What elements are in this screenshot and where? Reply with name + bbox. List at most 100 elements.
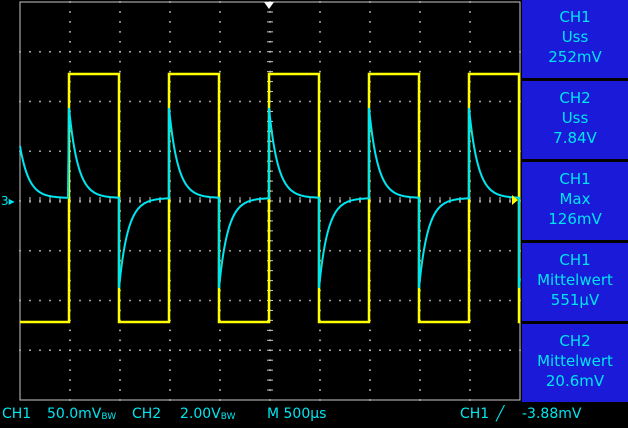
ch2-label[interactable]: CH2: [132, 406, 162, 422]
measurement-box[interactable]: CH2 Uss 7.84V: [522, 81, 628, 159]
grid-dot: [149, 150, 151, 153]
grid-dot: [109, 299, 111, 302]
grid-dot: [219, 1, 221, 3]
grid-dot: [499, 349, 501, 352]
grid-dot: [219, 349, 221, 352]
grid-dot: [109, 50, 111, 53]
trigger-slope-icon: ╱: [496, 406, 505, 422]
grid-dot: [309, 50, 311, 53]
grid-dot: [329, 249, 331, 252]
grid-dot: [169, 21, 171, 23]
ch2-bandwidth-limit-icon: BW: [220, 412, 236, 422]
trigger-source[interactable]: CH1: [460, 406, 490, 422]
grid-dot: [119, 70, 121, 73]
grid-dot: [159, 100, 161, 103]
grid-dot: [439, 50, 441, 53]
grid-dot: [459, 150, 461, 153]
grid-dot: [49, 349, 51, 352]
grid-dot: [409, 249, 411, 252]
grid-dot: [469, 50, 471, 53]
grid-dot: [419, 41, 421, 43]
measurement-type: Uss: [561, 109, 589, 127]
trigger-level[interactable]: -3.88mV: [522, 406, 582, 422]
grid-dot: [409, 50, 411, 53]
grid-dot: [469, 389, 471, 391]
grid-dot: [409, 349, 411, 352]
grid-dot: [169, 41, 171, 43]
timebase[interactable]: M 500µs: [267, 406, 327, 422]
grid-dot: [239, 299, 241, 302]
grid-dot: [219, 399, 221, 401]
grid-dot: [59, 50, 61, 53]
grid-dot: [299, 249, 301, 252]
grid-dot: [39, 349, 41, 352]
grid-dot: [399, 249, 401, 252]
grid-dot: [99, 249, 101, 252]
grid-dot: [419, 50, 421, 53]
grid-dot: [329, 349, 331, 352]
measurement-box[interactable]: CH2 Mittelwert 20.6mV: [522, 324, 628, 402]
grid-dot: [319, 11, 321, 13]
grid-dot: [139, 249, 141, 252]
grid-dot: [349, 249, 351, 252]
ground-marker: 3▸: [1, 194, 15, 208]
ch1-scale[interactable]: 50.0mVBW: [47, 403, 116, 428]
grid-dot: [209, 349, 211, 352]
grid-dot: [329, 50, 331, 53]
grid-dot: [469, 379, 471, 381]
grid-dot: [229, 100, 231, 103]
grid-dot: [419, 359, 421, 361]
grid-dot: [129, 150, 131, 153]
grid-dot: [59, 299, 61, 302]
grid-dot: [339, 150, 341, 153]
grid-dot: [369, 379, 371, 381]
grid-dot: [469, 359, 471, 361]
grid-dot: [499, 50, 501, 53]
measurement-value: 551µV: [550, 291, 600, 309]
measurement-box[interactable]: CH1 Max 126mV: [522, 162, 628, 240]
grid-dot: [319, 50, 321, 53]
measurement-box[interactable]: CH1 Mittelwert 551µV: [522, 243, 628, 321]
grid-dot: [469, 369, 471, 371]
ch1-scale-value: 50.0mV: [47, 406, 102, 422]
grid-dot: [509, 50, 511, 53]
grid-dot: [469, 329, 471, 332]
grid-dot: [119, 50, 121, 53]
grid-dot: [109, 150, 111, 153]
grid-dot: [319, 1, 321, 3]
grid-dot: [509, 249, 511, 252]
measurement-channel: CH2: [559, 89, 591, 107]
grid-dot: [259, 150, 261, 153]
grid-dot: [99, 150, 101, 153]
grid-dot: [369, 11, 371, 13]
grid-dot: [59, 349, 61, 352]
grid-dot: [169, 389, 171, 391]
measurement-box[interactable]: CH1 Uss 252mV: [522, 0, 628, 78]
grid-dot: [39, 299, 41, 302]
grid-dot: [349, 50, 351, 53]
grid-dot: [469, 41, 471, 43]
grid-dot: [509, 299, 511, 302]
grid-dot: [69, 11, 71, 13]
grid-dot: [499, 299, 501, 302]
grid-dot: [59, 150, 61, 153]
grid-dot: [469, 11, 471, 13]
grid-dot: [169, 369, 171, 371]
grid-dot: [219, 369, 221, 371]
grid-dot: [279, 299, 281, 302]
measurement-channel: CH1: [559, 170, 591, 188]
grid-dot: [19, 349, 21, 352]
grid-dot: [189, 299, 191, 302]
ch1-label[interactable]: CH1: [2, 406, 32, 422]
grid-dot: [219, 70, 221, 73]
grid-dot: [339, 299, 341, 302]
ch2-scale[interactable]: 2.00VBW: [180, 403, 236, 428]
grid-dot: [139, 100, 141, 103]
grid-dot: [509, 349, 511, 352]
ch1-bandwidth-limit-icon: BW: [101, 412, 117, 422]
grid-dot: [159, 249, 161, 252]
measurement-type: Mittelwert: [537, 271, 613, 289]
grid-dot: [279, 50, 281, 53]
grid-dot: [29, 50, 31, 53]
grid-dot: [429, 50, 431, 53]
